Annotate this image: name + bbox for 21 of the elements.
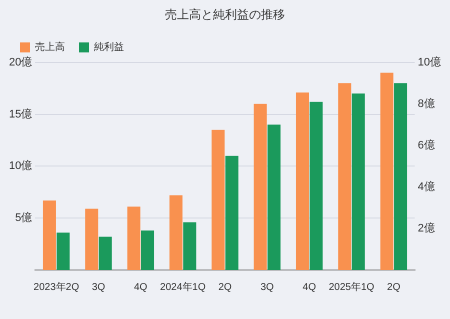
x-tick-label: 2Q xyxy=(218,282,232,293)
x-tick-label: 3Q xyxy=(92,282,106,293)
x-tick-label: 2023年2Q xyxy=(34,280,80,293)
x-tick-label: 4Q xyxy=(302,282,316,293)
y2-tick-label: 6億 xyxy=(418,138,435,152)
chart-title: 売上高と純利益の推移 xyxy=(165,8,285,22)
y-tick-label: 10億 xyxy=(8,159,32,172)
legend-label: 売上高 xyxy=(35,41,65,54)
y-tick-label: 15億 xyxy=(8,107,32,120)
y2-tick-label: 2億 xyxy=(418,222,435,235)
legend-label: 純利益 xyxy=(94,41,124,54)
x-tick-label: 2024年1Q xyxy=(160,280,206,293)
y-tick-label: 20億 xyxy=(8,55,32,68)
x-tick-label: 2025年1Q xyxy=(328,280,375,293)
y2-tick-label: 4億 xyxy=(418,180,435,193)
y2-tick-label: 8億 xyxy=(418,96,435,110)
x-tick-label: 2Q xyxy=(387,282,401,293)
y2-tick-label: 10億 xyxy=(418,55,442,68)
x-tick-label: 3Q xyxy=(260,282,274,293)
x-tick-label: 4Q xyxy=(134,282,148,293)
y-tick-label: 5億 xyxy=(15,211,32,224)
